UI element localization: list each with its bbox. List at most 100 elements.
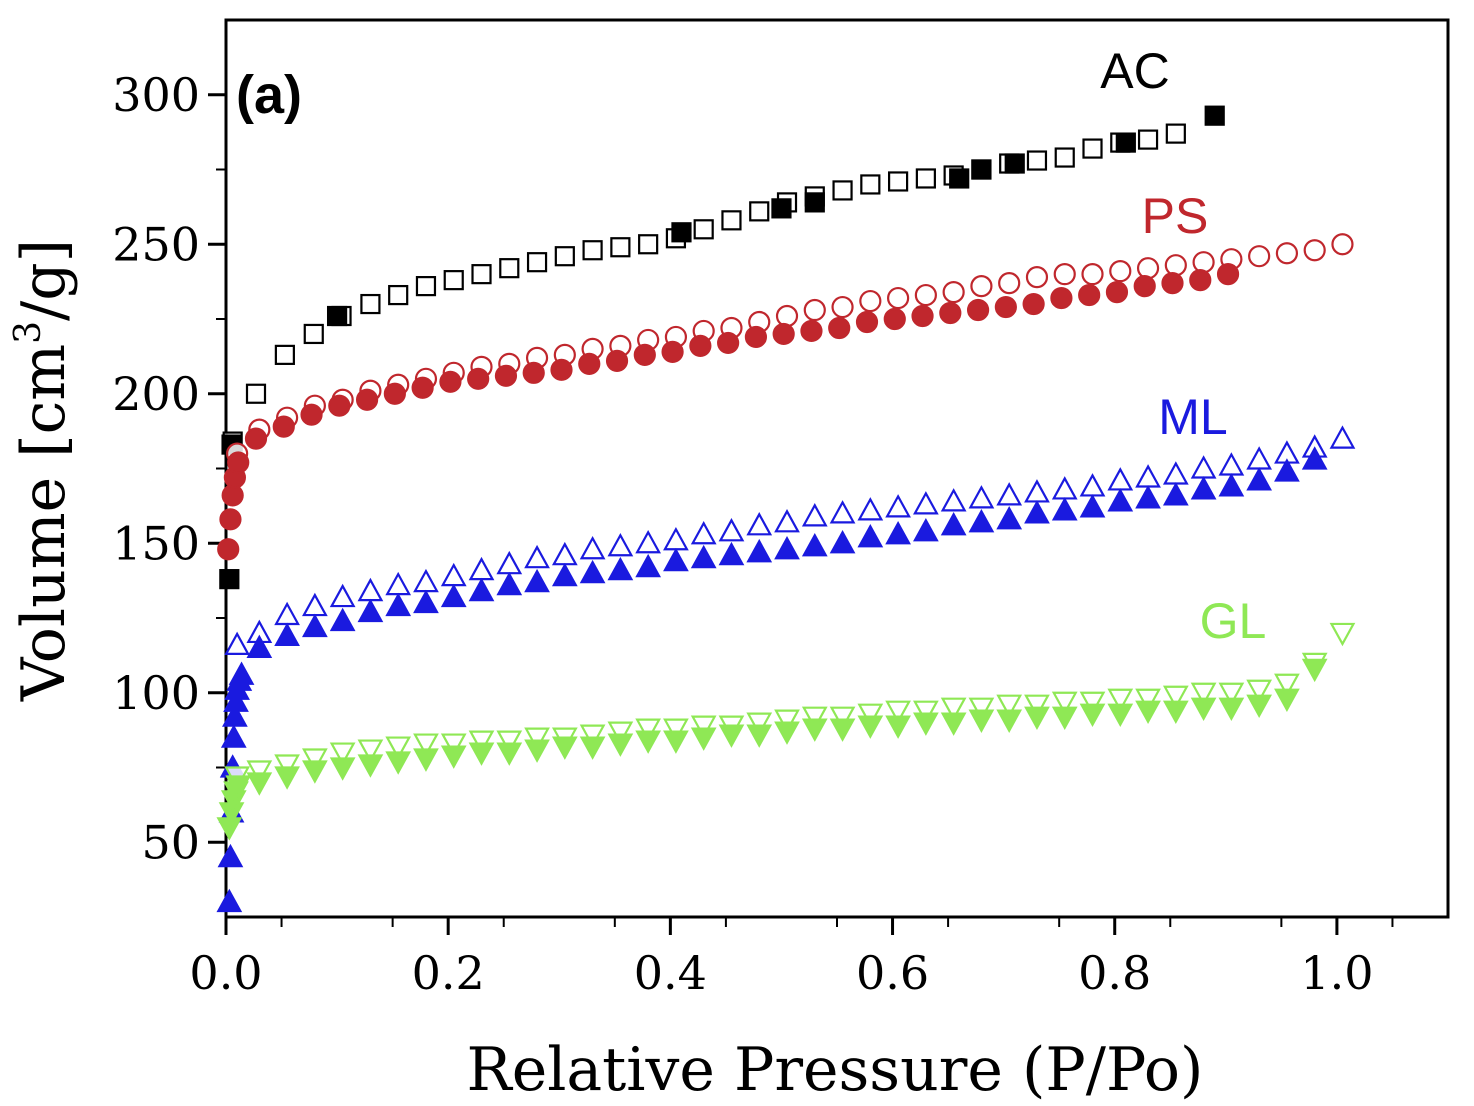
gl-desorption-point bbox=[357, 739, 384, 763]
series-layer: AC PS ML GL bbox=[216, 43, 1356, 913]
ps-desorption-point bbox=[886, 286, 910, 310]
ps-adsorption-point bbox=[1022, 292, 1045, 316]
ml-desorption-point bbox=[635, 529, 662, 554]
ps-adsorption-point bbox=[966, 298, 990, 322]
ml-adsorption-point bbox=[885, 520, 911, 545]
ml-adsorption-point bbox=[801, 532, 828, 557]
ps-adsorption-point bbox=[883, 307, 906, 331]
ac-desorption-point bbox=[443, 270, 464, 291]
y-axis: 50 100 150 200 250 300 bbox=[112, 68, 226, 869]
ac-adsorption-point bbox=[771, 198, 792, 219]
gl-adsorption-point bbox=[996, 709, 1023, 733]
ml-adsorption-point bbox=[302, 613, 328, 638]
gl-adsorption-point bbox=[1246, 694, 1273, 718]
ml-adsorption-point bbox=[357, 598, 384, 623]
ml-desorption-point bbox=[1135, 464, 1161, 488]
ml-adsorption-point bbox=[385, 592, 412, 617]
gl-desorption-point bbox=[413, 733, 439, 757]
ml-adsorption-point bbox=[246, 634, 273, 659]
ml-desorption-point bbox=[1051, 476, 1078, 500]
gl-adsorption-point bbox=[940, 712, 967, 736]
ml-desorption-point bbox=[996, 482, 1023, 506]
ps-adsorption-point bbox=[1189, 269, 1212, 292]
ps-adsorption-point bbox=[939, 301, 962, 325]
series-ps: PS bbox=[217, 188, 1354, 561]
ps-desorption-point bbox=[914, 283, 937, 307]
ps-desorption-point bbox=[1303, 239, 1326, 262]
gl-adsorption-point bbox=[774, 721, 800, 745]
y-tick-label: 250 bbox=[112, 217, 200, 271]
y-tick-label: 300 bbox=[112, 68, 200, 122]
ac-desorption-point bbox=[860, 174, 881, 195]
gl-adsorption-point bbox=[885, 715, 911, 739]
y-tick-label: 100 bbox=[112, 666, 200, 720]
ps-adsorption-point bbox=[300, 403, 323, 426]
ml-desorption-point bbox=[524, 544, 550, 569]
ml-adsorption-point bbox=[222, 703, 248, 727]
ps-desorption-point bbox=[1109, 260, 1132, 283]
ml-adsorption-point bbox=[996, 506, 1023, 530]
ml-adsorption-point bbox=[913, 518, 939, 542]
gl-desorption-point bbox=[1162, 685, 1189, 710]
ac-desorption-point bbox=[526, 252, 548, 273]
ml-adsorption-point bbox=[1190, 476, 1217, 500]
series-label-ml: ML bbox=[1158, 389, 1227, 445]
ac-desorption-point bbox=[388, 284, 409, 306]
ps-desorption-point bbox=[1331, 233, 1354, 256]
ml-desorption-point bbox=[607, 532, 634, 557]
ps-desorption-point bbox=[942, 280, 965, 304]
x-tick-label: 0.6 bbox=[856, 946, 929, 1000]
gl-desorption-point bbox=[774, 709, 800, 733]
ps-desorption-point bbox=[859, 289, 882, 313]
gl-desorption-point bbox=[524, 727, 550, 751]
gl-adsorption-point bbox=[225, 775, 252, 799]
ps-adsorption-point bbox=[578, 352, 601, 375]
gl-desorption-point bbox=[579, 724, 606, 748]
ml-adsorption-point bbox=[551, 562, 578, 587]
ps-desorption-point bbox=[1192, 251, 1215, 274]
ac-desorption-point bbox=[1165, 123, 1186, 144]
ml-adsorption-point bbox=[774, 535, 800, 560]
ps-desorption-point bbox=[1136, 257, 1160, 280]
ml-desorption-point bbox=[413, 568, 439, 593]
ml-desorption-point bbox=[579, 535, 606, 560]
ps-adsorption-point bbox=[328, 394, 351, 417]
ml-desorption-point bbox=[774, 509, 800, 533]
x-tick-label: 0.0 bbox=[189, 946, 262, 1000]
ac-desorption-point bbox=[915, 168, 936, 189]
ps-adsorption-point bbox=[272, 415, 295, 438]
ps-adsorption-point bbox=[1078, 283, 1101, 307]
ps-adsorption-point bbox=[550, 358, 573, 381]
ml-desorption-point bbox=[1079, 473, 1106, 497]
ml-adsorption-point bbox=[1274, 458, 1300, 482]
ps-desorption-point bbox=[998, 272, 1021, 295]
gl-desorption-point bbox=[1107, 688, 1134, 713]
gl-desorption-point bbox=[690, 715, 717, 739]
ac-adsorption-point bbox=[1004, 153, 1025, 174]
ac-desorption-point bbox=[499, 258, 520, 279]
gl-adsorption-point bbox=[468, 742, 495, 766]
gl-desorption-point bbox=[329, 742, 356, 766]
ps-adsorption-point bbox=[689, 334, 712, 358]
ps-adsorption-point bbox=[911, 304, 934, 328]
gl-adsorption-point bbox=[329, 757, 356, 781]
y-tick-label: 200 bbox=[112, 367, 200, 421]
ml-desorption-point bbox=[329, 583, 356, 608]
ml-adsorption-point bbox=[1135, 485, 1161, 509]
series-gl: GL bbox=[216, 593, 1356, 841]
ml-desorption-point bbox=[302, 592, 328, 617]
ac-adsorption-point bbox=[971, 159, 992, 180]
ml-desorption-point bbox=[857, 497, 884, 521]
ps-desorption-point bbox=[970, 275, 993, 298]
ac-adsorption-point bbox=[1115, 132, 1136, 153]
ps-adsorption-point bbox=[217, 538, 240, 561]
ml-adsorption-point bbox=[579, 559, 606, 584]
y-axis-title-superscript: 3 bbox=[8, 321, 49, 344]
gl-desorption-point bbox=[1135, 688, 1161, 713]
ml-desorption-point bbox=[940, 488, 967, 512]
ps-desorption-point bbox=[1164, 254, 1187, 277]
ps-adsorption-point bbox=[605, 349, 629, 372]
ml-desorption-point bbox=[746, 512, 773, 536]
ac-desorption-point bbox=[693, 219, 714, 240]
x-tick-label: 0.2 bbox=[412, 946, 485, 1000]
